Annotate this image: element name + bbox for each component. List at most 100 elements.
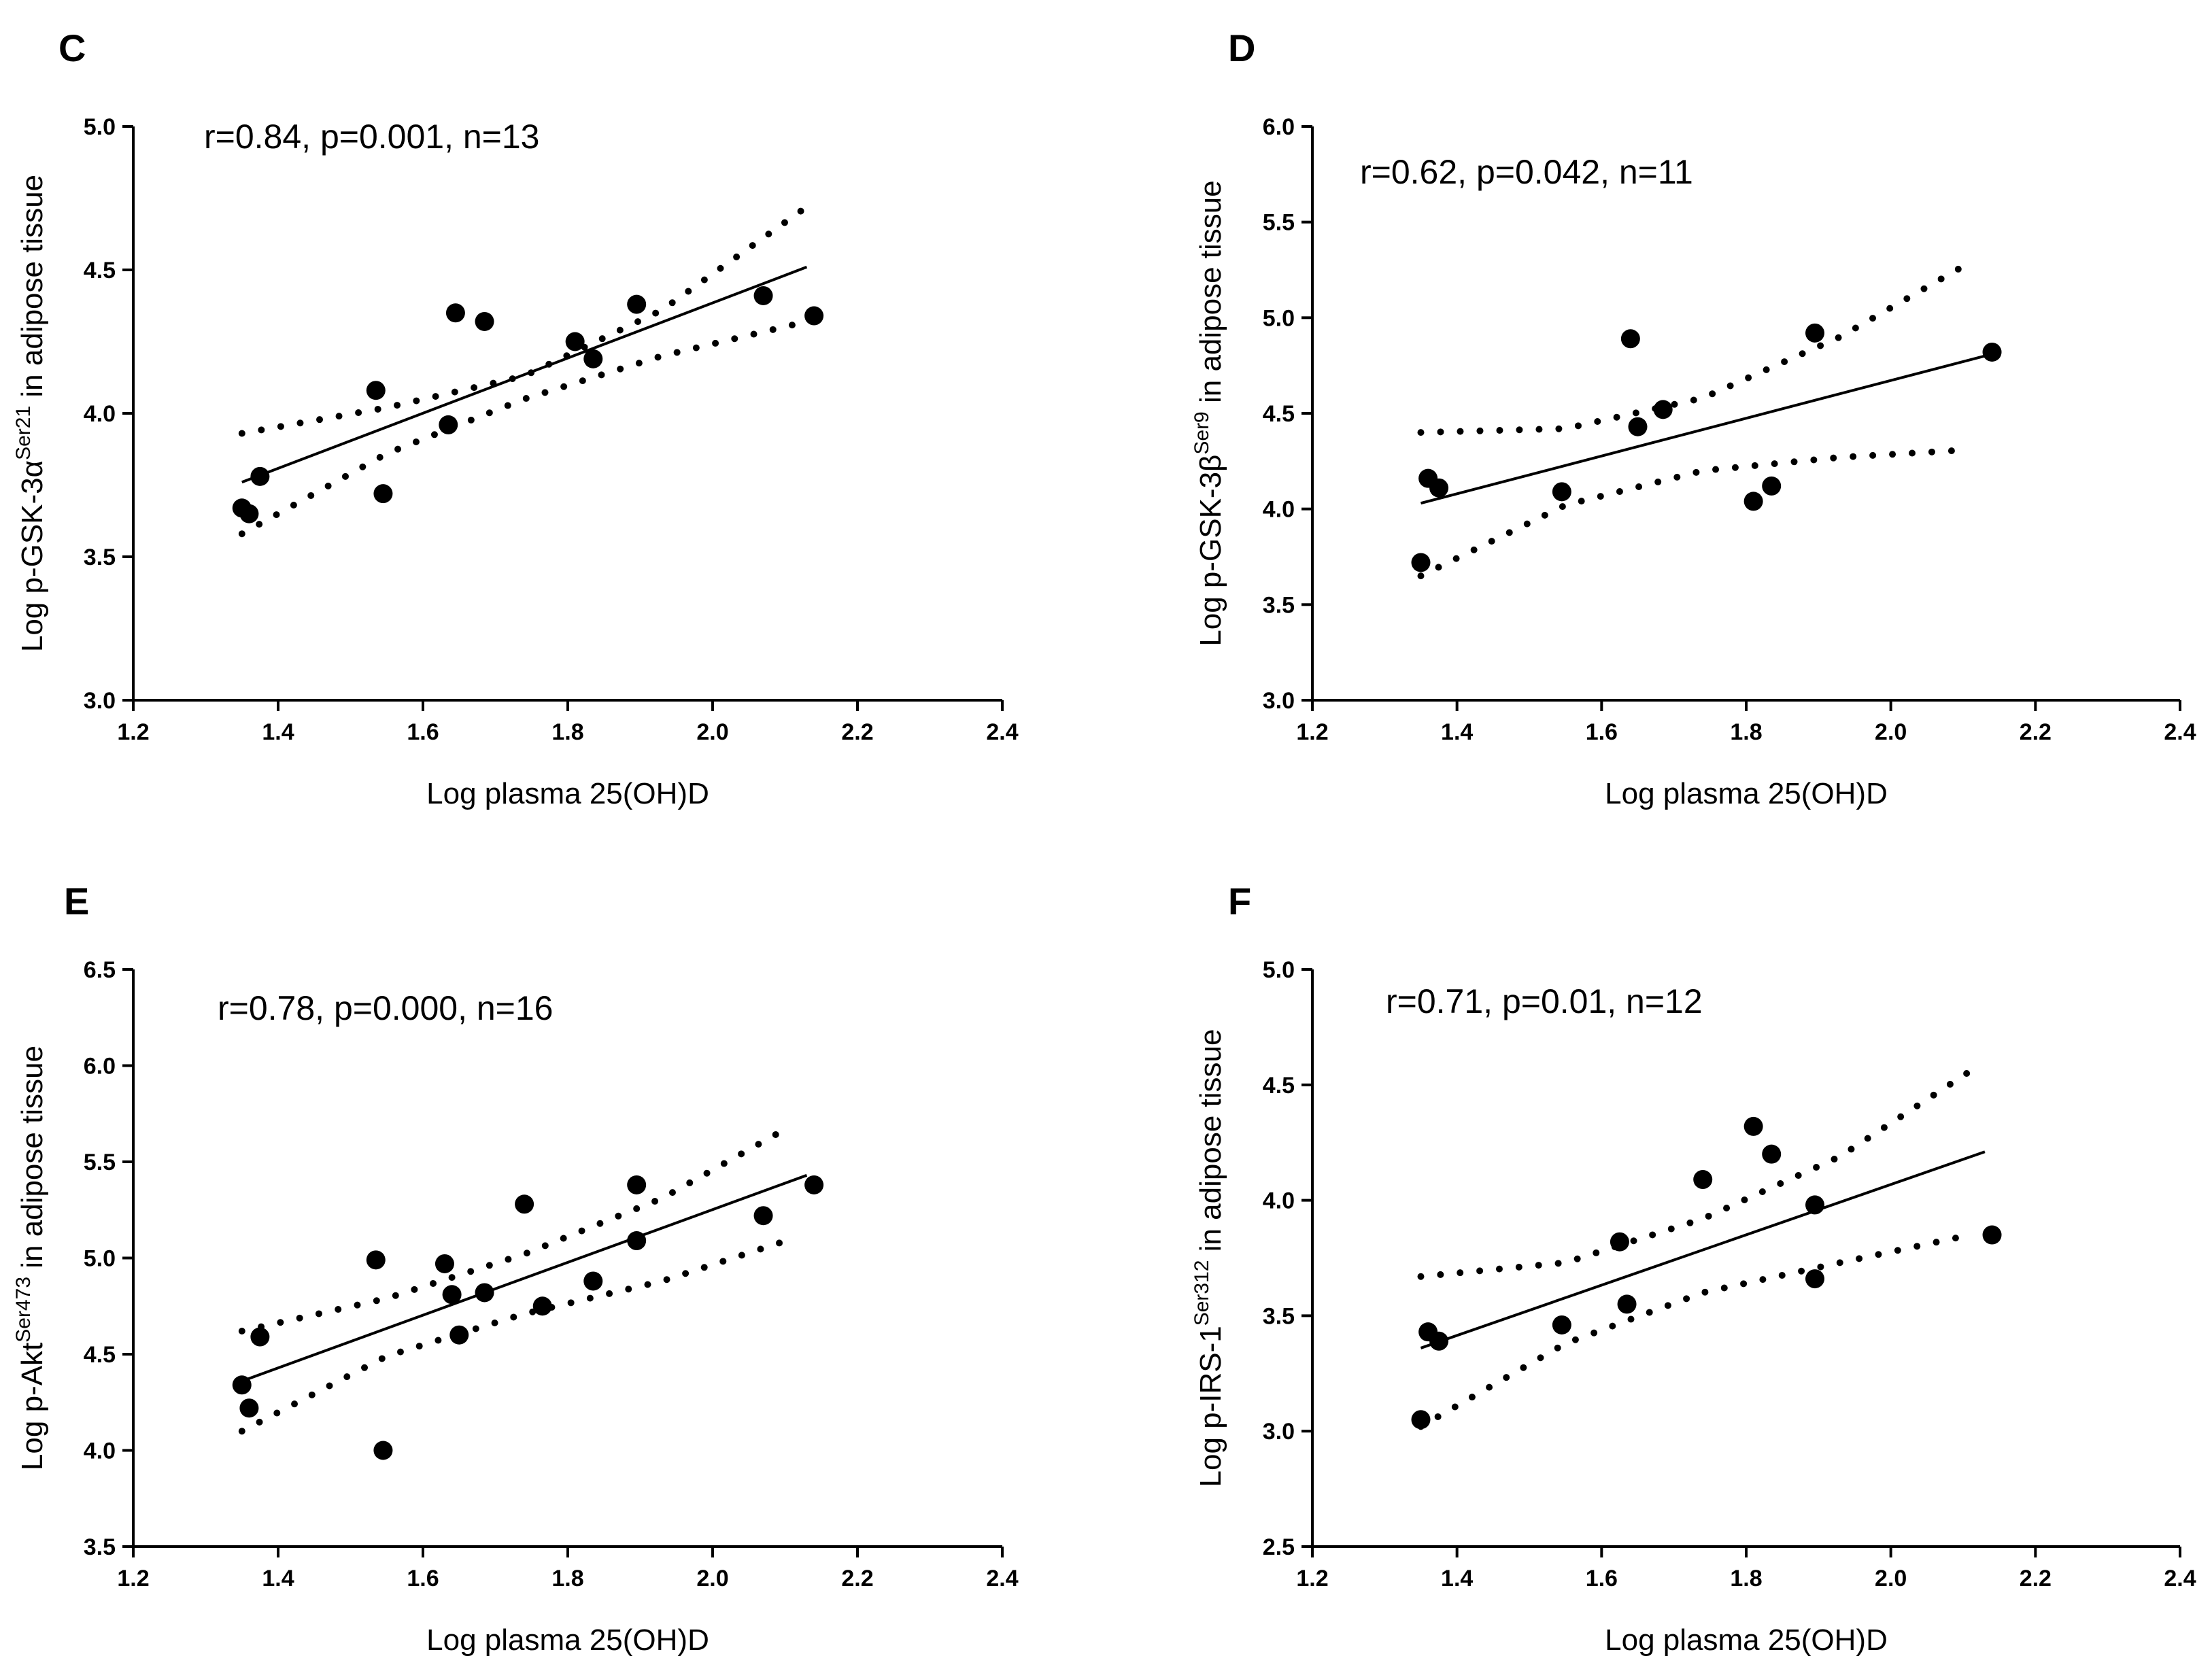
panel-c-x-tick-label: 2.2	[841, 719, 873, 745]
panel-c-data-point	[373, 484, 393, 504]
panel-e-x-tick-label: 2.4	[986, 1566, 1018, 1591]
panel-d-data-point	[1762, 476, 1782, 496]
panel-f-y-tick-label: 4.5	[1263, 1073, 1295, 1099]
panel-e-y-tick-label: 5.5	[84, 1150, 116, 1175]
panel-d-y-tick-label: 3.5	[1263, 592, 1295, 618]
panel-d-x-axis-title: Log plasma 25(OH)D	[1605, 777, 1888, 810]
panel-e-data-point	[753, 1206, 773, 1226]
panel-f-x-tick-label: 2.4	[2164, 1566, 2196, 1591]
panel-e-y-tick-label: 3.5	[84, 1534, 116, 1560]
panel-c-x-tick-label: 1.8	[551, 719, 583, 745]
panel-d-y-title-prefix: Log p-GSK-3β	[1194, 455, 1227, 647]
panel-f-y-axis-title: Log p-IRS-1Ser312 in adipose tissue	[1191, 1029, 1227, 1487]
panel-e-y-title-prefix: Log p-Akt	[16, 1343, 49, 1470]
panel-f-data-point	[1411, 1410, 1431, 1430]
panel-e-data-point	[373, 1441, 393, 1460]
panel-f-data-point	[1743, 1116, 1763, 1136]
panel-e-y-tick-label: 6.5	[84, 957, 116, 983]
panel-e-x-tick-label: 2.0	[696, 1566, 728, 1591]
panel-c-letter: C	[58, 27, 86, 69]
panel-e-x-tick-label: 1.6	[407, 1566, 439, 1591]
panel-c-x-tick-label: 1.2	[117, 719, 149, 745]
panel-c-y-tick-label: 3.5	[84, 545, 116, 570]
panel-f-data-point	[1805, 1195, 1825, 1215]
panel-d-data-point	[1743, 492, 1763, 511]
panel-d-data-point	[1653, 400, 1673, 419]
panel-f-stats-annotation: r=0.71, p=0.01, n=12	[1386, 982, 1703, 1020]
panel-c-y-title-prefix: Log p-GSK-3α	[16, 460, 49, 652]
panel-f-y-tick-label: 5.0	[1263, 957, 1295, 983]
panel-f-x-axis-title: Log plasma 25(OH)D	[1605, 1623, 1888, 1657]
panel-d-ci-upper-band	[1417, 258, 1974, 436]
panel-d-data-point	[1552, 482, 1571, 502]
panel-f-data-point	[1762, 1144, 1782, 1164]
panel-d-x-tick-label: 2.2	[2020, 719, 2052, 745]
panel-e-ci-upper-band	[238, 1122, 796, 1334]
panel-f-ci-lower-band	[1417, 1231, 1974, 1430]
panel-d-data-point	[1982, 342, 2002, 362]
panel-f-y-tick-label: 2.5	[1263, 1534, 1295, 1560]
panel-e-data-point	[435, 1254, 454, 1273]
panel-c-data-point	[753, 286, 773, 305]
panel-f-y-title-prefix: Log p-IRS-1	[1194, 1326, 1227, 1487]
panel-d-stats-annotation: r=0.62, p=0.042, n=11	[1360, 153, 1693, 191]
panel-d-x-tick-label: 1.8	[1730, 719, 1762, 745]
panel-e-data-point	[239, 1398, 259, 1418]
panel-f-data-point	[1552, 1315, 1571, 1334]
panel-f-y-title-sup: Ser312	[1191, 1260, 1213, 1326]
panel-c-x-axis-title: Log plasma 25(OH)D	[426, 777, 709, 810]
panel-c-y-axis-title: Log p-GSK-3αSer21 in adipose tissue	[12, 175, 49, 652]
panel-e-y-axis-title: Log p-AktSer473 in adipose tissue	[12, 1046, 49, 1470]
panel-d-data-point	[1620, 329, 1640, 349]
panel-f-data-point	[1805, 1269, 1825, 1289]
panel-d-data-point	[1805, 323, 1825, 343]
panel-e-data-point	[627, 1231, 647, 1251]
panel-e-letter: E	[64, 880, 89, 923]
panel-d-x-tick-label: 1.2	[1296, 719, 1328, 745]
panel-f-y-title-suffix: in adipose tissue	[1194, 1029, 1227, 1260]
panel-c-data-point	[627, 294, 647, 314]
panel-c: 1.2 1.4 1.6 1.8 2.0 2.2 2.4 3.0 3.5 4.0 4.5 5.0 Log …	[12, 27, 1019, 810]
panel-f-ci-upper-band	[1417, 1067, 1974, 1280]
panel-d-y-tick-label: 4.0	[1263, 497, 1295, 523]
panel-d-letter: D	[1228, 27, 1255, 69]
panel-e-data-point	[442, 1285, 462, 1305]
panel-d-x-tick-label: 2.0	[1875, 719, 1907, 745]
panel-c-data-point	[475, 311, 494, 331]
panel-e-regression-line	[241, 1173, 808, 1383]
panel-d-y-title-sup: Ser9	[1191, 411, 1213, 454]
panel-c-stats-annotation: r=0.84, p=0.001, n=13	[204, 118, 539, 156]
panel-c-y-tick-label: 4.0	[84, 401, 116, 427]
panel-f-x-tick-label: 1.6	[1586, 1566, 1618, 1591]
panel-d-data-point	[1628, 417, 1648, 436]
panel-e-data-point	[804, 1175, 824, 1194]
panel-c-x-tick-label: 1.4	[262, 719, 294, 745]
panel-c-data-point	[366, 381, 386, 400]
panel-d-y-tick-label: 3.0	[1263, 688, 1295, 714]
panel-f-x-tick-label: 2.0	[1875, 1566, 1907, 1591]
panel-d-y-tick-label: 4.5	[1263, 401, 1295, 427]
panel-c-y-tick-label: 3.0	[84, 688, 116, 714]
panel-c-ci-lower-band	[238, 318, 811, 538]
panel-e-data-point	[532, 1296, 552, 1316]
panel-f: 1.2 1.4 1.6 1.8 2.0 2.2 2.4 2.5 3.0 3.5 4.0 4.5 5.0 L…	[1191, 880, 2196, 1657]
panel-c-x-tick-label: 1.6	[407, 719, 439, 745]
panel-e-data-point	[627, 1175, 647, 1194]
panel-d-y-tick-label: 5.5	[1263, 210, 1295, 236]
panel-d-data-point	[1411, 553, 1431, 572]
panel-c-data-point	[583, 349, 603, 368]
panel-e-x-tick-label: 1.2	[117, 1566, 149, 1591]
panel-e-y-tick-label: 5.0	[84, 1246, 116, 1272]
panel-d-x-tick-label: 2.4	[2164, 719, 2196, 745]
panel-d-y-title-suffix: in adipose tissue	[1194, 180, 1227, 411]
panel-d-y-tick-label: 5.0	[1263, 305, 1295, 331]
panel-c-data-point	[239, 504, 259, 523]
panel-e-x-tick-label: 1.4	[262, 1566, 294, 1591]
panel-e-data-point	[250, 1327, 270, 1347]
panel-f-data-point	[1617, 1294, 1637, 1314]
panel-c-data-point	[445, 303, 465, 323]
panel-d: 1.2 1.4 1.6 1.8 2.0 2.2 2.4 3.0 3.5 4.0 4.5 5.0 5.5 6…	[1191, 27, 2196, 810]
panel-c-y-tick-label: 5.0	[84, 114, 116, 140]
panel-e-ci-lower-band	[238, 1235, 796, 1435]
panel-e: 1.2 1.4 1.6 1.8 2.0 2.2 2.4 3.5 4.0 4.5 5.0 5.5 6.0 6…	[12, 880, 1019, 1657]
